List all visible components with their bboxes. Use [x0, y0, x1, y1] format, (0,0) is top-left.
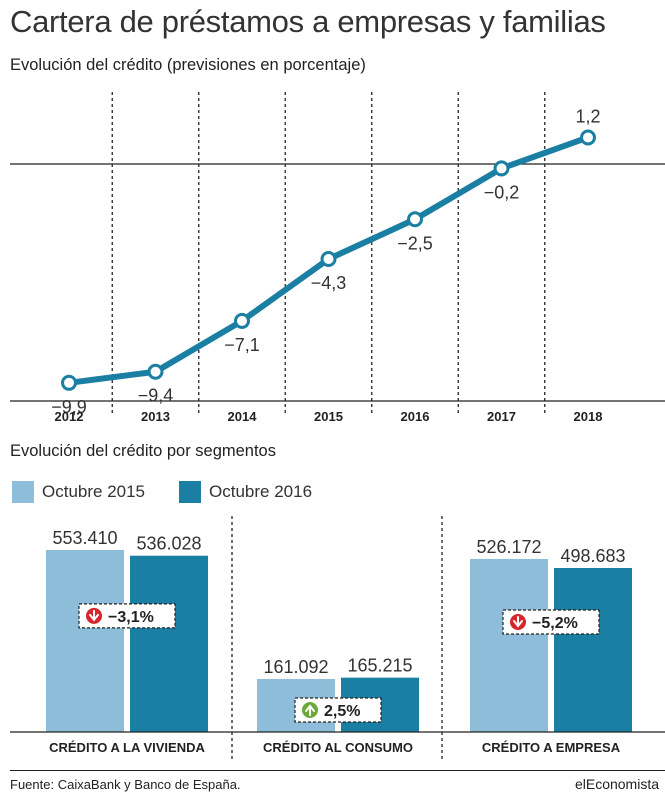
- arrow-glyph: [89, 609, 99, 622]
- legend-swatch: [12, 481, 34, 503]
- data-point: [320, 251, 337, 268]
- x-tick-label: 2015: [314, 409, 343, 424]
- data-labels: −9,9 −9,4 −7,1 −4,3 −2,5 −0,2 1,2: [51, 106, 600, 416]
- category-label: CRÉDITO A LA VIVIENDA: [49, 740, 205, 755]
- change-badge: −3,1%: [78, 603, 176, 629]
- category-label: CRÉDITO AL CONSUMO: [263, 740, 413, 755]
- bar: [554, 567, 632, 732]
- data-point: [234, 312, 250, 329]
- data-point: [61, 374, 77, 391]
- data-points: [61, 129, 596, 391]
- bar-value-label: 526.172: [476, 537, 541, 557]
- change-label: −5,2%: [532, 615, 578, 632]
- legend-label: Octubre 2016: [209, 482, 313, 501]
- arrow-glyph: [513, 615, 523, 628]
- source-note: Fuente: CaixaBank y Banco de España.: [10, 777, 241, 792]
- bar: [46, 550, 124, 732]
- bars: [46, 550, 632, 732]
- legend-swatch: [179, 481, 202, 503]
- data-label: −9,9: [51, 397, 87, 417]
- group-dividers: [231, 516, 443, 762]
- category-labels: CRÉDITO A LA VIVIENDA CRÉDITO AL CONSUMO C…: [49, 740, 621, 755]
- bar: [470, 558, 548, 732]
- x-tick-label: 2017: [487, 409, 516, 424]
- bar-value-label: 161.092: [263, 657, 328, 677]
- bar-value-label: 536.028: [136, 534, 201, 554]
- page-title: Cartera de préstamos a empresas y famili…: [10, 4, 606, 39]
- x-tick-label: 2014: [228, 409, 258, 424]
- line-chart: −9,9 −9,4 −7,1 −4,3 −2,5 −0,2 1,2 2012 2013 2014…: [10, 92, 665, 424]
- data-label: −2,5: [397, 233, 433, 253]
- data-label: 1,2: [575, 106, 600, 126]
- axis: [10, 163, 665, 402]
- bar-value-label: 165.215: [347, 656, 412, 676]
- bar-value-label: 498.683: [560, 546, 625, 566]
- x-tick-label: 2018: [574, 409, 603, 424]
- bar-value-labels: 553.410 536.028 161.092 165.215 526.172 498.6…: [52, 528, 625, 677]
- data-label: −0,2: [484, 182, 520, 202]
- data-label: −7,1: [224, 335, 260, 355]
- x-axis-tick-labels: 2012 2013 2014 2015 2016 2017 2018: [55, 409, 603, 424]
- brand-logo: elEconomista: [574, 776, 659, 792]
- data-point: [407, 211, 423, 228]
- x-tick-label: 2016: [401, 409, 430, 424]
- line-chart-title: Evolución del crédito (previsiones en po…: [10, 56, 366, 74]
- change-label: −3,1%: [108, 609, 154, 626]
- change-badge: −5,2%: [502, 609, 600, 635]
- change-badges: −3,1% 2,5% −5,2%: [78, 603, 600, 723]
- data-point: [580, 129, 596, 146]
- bar: [130, 555, 208, 732]
- footer-divider: [10, 770, 665, 771]
- category-label: CRÉDITO A EMPRESA: [482, 740, 621, 755]
- data-label: −9,4: [138, 386, 174, 406]
- change-badge: 2,5%: [294, 697, 382, 723]
- data-point: [493, 160, 510, 177]
- bar-chart-title: Evolución del crédito por segmentos: [10, 442, 276, 460]
- bar-value-label: 553.410: [52, 528, 117, 548]
- arrow-glyph: [305, 704, 315, 716]
- legend-item-2016: Octubre 2016: [179, 481, 312, 503]
- legend-label: Octubre 2015: [42, 482, 146, 501]
- bar-chart: 553.410 536.028 161.092 165.215 526.172 498.6…: [10, 516, 665, 762]
- change-label: 2,5%: [324, 703, 360, 720]
- data-point: [147, 363, 164, 380]
- x-tick-label: 2013: [141, 409, 170, 424]
- x-tick-label: 2012: [55, 409, 84, 424]
- data-label: −4,3: [311, 273, 347, 293]
- legend-item-2015: Octubre 2015: [12, 481, 145, 503]
- legend: Octubre 2015 Octubre 2016: [12, 480, 346, 504]
